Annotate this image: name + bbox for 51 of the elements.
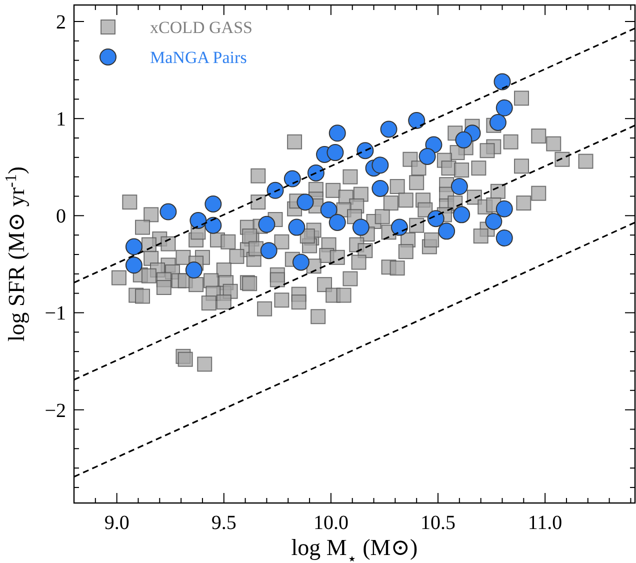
point <box>288 218 306 236</box>
y-tick-label: 1 <box>56 108 66 131</box>
point <box>125 256 142 274</box>
point <box>328 124 346 142</box>
x-tick-label: 10.5 <box>420 512 456 534</box>
point <box>496 200 513 218</box>
legend-label: MaNGA Pairs <box>150 48 247 67</box>
point <box>356 142 374 160</box>
point <box>380 120 398 138</box>
point <box>485 212 502 230</box>
x-tick-label: 9.0 <box>104 512 130 534</box>
point <box>160 203 177 220</box>
point <box>125 238 142 256</box>
point <box>204 216 222 234</box>
point <box>266 182 284 199</box>
x-tick-label: 10.0 <box>313 512 348 534</box>
point <box>496 99 513 116</box>
point <box>204 196 222 213</box>
y-tick-label: 0 <box>56 206 66 228</box>
legend-label: xCOLD GASS <box>150 18 252 37</box>
point <box>489 114 506 131</box>
y-tick-label: 2 <box>56 12 66 34</box>
y-tick-label: −1 <box>44 302 66 325</box>
point <box>372 180 389 197</box>
point <box>408 112 426 130</box>
point <box>494 73 511 90</box>
point <box>326 144 344 162</box>
point <box>438 222 456 240</box>
point <box>418 148 436 165</box>
point <box>328 214 346 231</box>
point <box>292 254 310 271</box>
y-tick-label: −2 <box>44 400 66 422</box>
point <box>185 262 202 279</box>
point <box>307 164 324 182</box>
point <box>260 242 278 260</box>
point <box>450 178 468 196</box>
point <box>190 212 207 230</box>
point <box>258 216 276 233</box>
point <box>455 131 472 148</box>
point <box>496 229 513 246</box>
point <box>453 206 470 224</box>
x-tick-label: 11.0 <box>528 512 562 534</box>
point <box>284 170 301 188</box>
point <box>320 201 338 218</box>
point <box>296 194 314 211</box>
x-axis-title: log M$_{⋆}$ (M⊙) <box>291 535 418 563</box>
point <box>390 218 408 236</box>
point <box>352 218 370 236</box>
point <box>427 210 444 228</box>
point <box>372 156 389 174</box>
x-tick-label: 9.5 <box>211 512 236 534</box>
